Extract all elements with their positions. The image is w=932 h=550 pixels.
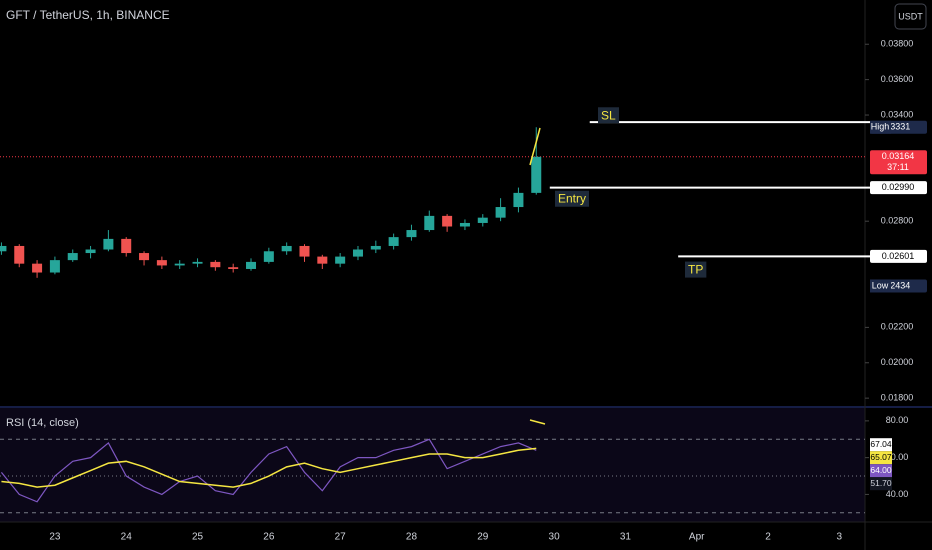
candle-body [299, 245, 310, 257]
candle-body [85, 249, 96, 254]
candle-body [388, 237, 399, 246]
x-tick-label: 28 [406, 532, 418, 543]
price-badge [870, 150, 927, 175]
candle-body [281, 245, 292, 252]
price-badge-label: 0.02990 [882, 182, 915, 192]
trade-level-label: TP [688, 263, 703, 277]
trade-level-label: Entry [558, 192, 586, 206]
price-badge-countdown: 37:11 [887, 162, 909, 172]
candle-body [103, 238, 114, 250]
rsi-badge [870, 438, 892, 452]
x-tick-label: 3 [837, 532, 843, 543]
price-badge [870, 181, 927, 195]
rsi-y-tick-label: 40.00 [886, 489, 909, 499]
y-tick-label: 0.03800 [881, 39, 914, 49]
candle-body [139, 253, 150, 261]
price-badge-tag-label: High [871, 122, 890, 132]
x-tick-label: 24 [121, 532, 133, 543]
y-tick-label: 0.03600 [881, 74, 914, 84]
price-badge-tag [870, 279, 891, 293]
x-tick-label: 26 [263, 532, 275, 543]
candle-body [0, 245, 7, 252]
candle-body [477, 217, 488, 223]
candle-body [406, 230, 417, 238]
candle-body [32, 263, 43, 273]
y-tick-label: 0.02800 [881, 216, 914, 226]
rsi-badge-label: 64.00 [870, 465, 892, 475]
rsi-badge-label: 67.04 [870, 439, 892, 449]
trade-level-label-bg [555, 190, 590, 207]
rsi-badge-label: 51.70 [870, 478, 892, 488]
x-tick-label: 31 [620, 532, 632, 543]
trade-level-label: SL [601, 108, 616, 122]
candle-body [370, 245, 381, 250]
candle-body [210, 261, 221, 268]
x-tick-label: 30 [549, 532, 561, 543]
candle-body [192, 261, 203, 264]
price-badge-tag-label: Low [872, 280, 889, 290]
x-tick-label: 27 [335, 532, 347, 543]
y-tick-label: 0.03400 [881, 109, 914, 119]
candle-body [459, 222, 470, 227]
candle-body [513, 192, 524, 208]
rsi-line [0, 438, 537, 503]
candle-body [14, 245, 25, 264]
price-badge-label: 0.03164 [882, 151, 915, 161]
rsi-badge-label: 65.07 [870, 452, 892, 462]
rsi-trend-annotation [529, 419, 546, 425]
candle-body [263, 251, 274, 262]
chart-title: GFT / TetherUS, 1h, BINANCE [6, 8, 170, 22]
candle-body [49, 260, 60, 273]
currency-button[interactable] [894, 3, 927, 30]
candle-body [174, 263, 185, 266]
trade-level-label-bg [598, 107, 620, 124]
rsi-y-tick-label: 60.00 [886, 452, 909, 462]
candle-body [442, 215, 453, 227]
price-badge-label: 0.02434 [878, 280, 911, 290]
currency-label[interactable]: USDT [898, 11, 923, 21]
price-badge-label: 0.02601 [882, 251, 915, 261]
trend-annotation [529, 127, 541, 166]
x-tick-label: 2 [765, 532, 771, 543]
y-tick-label: 0.02200 [881, 322, 914, 332]
candle-body [67, 253, 78, 261]
candle-body [352, 249, 363, 257]
trade-level-label-bg [685, 261, 707, 278]
price-badge [870, 249, 927, 263]
rsi-badge [870, 477, 892, 491]
price-badge-tag [870, 120, 891, 134]
y-tick-label: 0.02000 [881, 357, 914, 367]
x-tick-label: 23 [49, 532, 61, 543]
candle-body [317, 256, 328, 264]
x-tick-label: 25 [192, 532, 204, 543]
candle-body [495, 207, 506, 218]
price-badge-label: 0.03331 [878, 122, 911, 132]
rsi-y-tick-label: 80.00 [886, 415, 909, 425]
candle-body [424, 215, 435, 231]
candle-body [335, 256, 346, 264]
candle-body [246, 261, 257, 269]
candle-body [228, 267, 239, 269]
rsi-badge [870, 451, 892, 465]
candle-body [531, 156, 542, 193]
rsi-ma-line [1, 447, 537, 488]
rsi-title: RSI (14, close) [6, 417, 79, 429]
rsi-badge [870, 464, 892, 478]
candle-body [121, 238, 132, 254]
x-tick-label: Apr [689, 532, 705, 543]
y-tick-label: 0.01800 [881, 393, 914, 403]
x-tick-label: 29 [477, 532, 489, 543]
candle-body [156, 260, 167, 266]
rsi-panel [0, 408, 865, 522]
